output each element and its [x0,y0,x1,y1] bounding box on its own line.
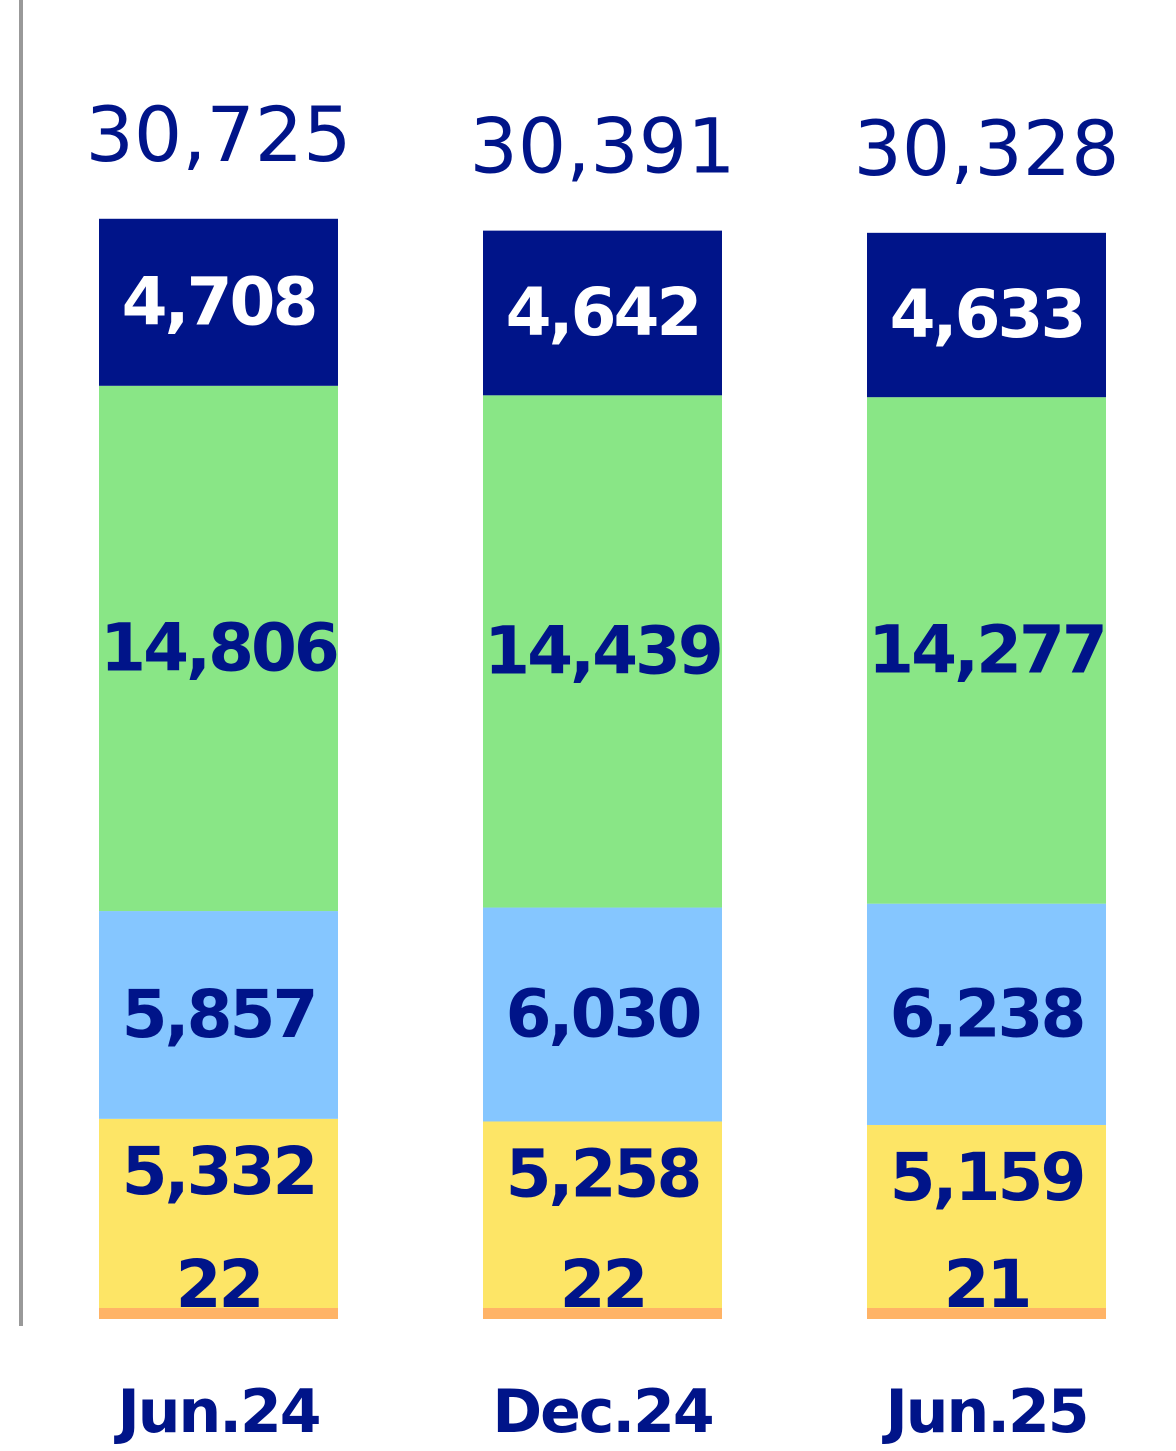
bar-segment-yellow [867,1124,1106,1308]
segment-value-label: 5,258 [506,1135,700,1212]
category-label: Jun.25 [881,1377,1087,1446]
segment-value-label: 6,238 [890,975,1084,1052]
bar-segment-orange [483,1308,722,1319]
segment-value-label: 4,708 [122,263,316,340]
segment-value-label: 14,277 [868,611,1105,688]
bars-layer [99,218,1106,1319]
bar-segment-orange [867,1308,1106,1319]
total-value-label: 30,725 [86,90,352,179]
bar-segment-green [867,397,1106,904]
segment-value-label: 14,806 [100,609,337,686]
segment-value-label: 22 [176,1246,262,1323]
bar-segment-yellow [483,1121,722,1308]
segment-value-label: 5,857 [122,976,316,1053]
total-value-label: 30,391 [470,102,736,191]
segment-value-label: 14,439 [484,612,721,689]
segment-value-label: 5,332 [122,1133,316,1210]
segment-value-label: 4,633 [890,276,1084,353]
segment-value-label: 5,159 [890,1139,1084,1216]
bar-segment-navy [483,230,722,396]
bar-segment-blue [483,907,722,1122]
bar-segment-orange [99,1308,338,1319]
segment-value-label: 4,642 [506,274,700,351]
bar-segment-blue [867,903,1106,1125]
bar-segment-green [99,385,338,912]
segment-value-label: 21 [944,1246,1030,1323]
bar-segment-navy [99,218,338,386]
bar-segment-green [483,395,722,908]
category-label: Jun.24 [113,1377,319,1446]
category-label: Dec.24 [492,1377,712,1446]
labels-layer: 22 5,332 5,857 14,806 4,708 30,725 Jun.24 22 5,2… [86,90,1120,1447]
total-value-label: 30,328 [854,104,1120,193]
bar-segment-blue [99,911,338,1119]
bar-segment-navy [867,232,1106,398]
segment-value-label: 6,030 [506,976,700,1053]
bar-segment-yellow [99,1118,338,1308]
segment-value-label: 22 [560,1246,646,1323]
